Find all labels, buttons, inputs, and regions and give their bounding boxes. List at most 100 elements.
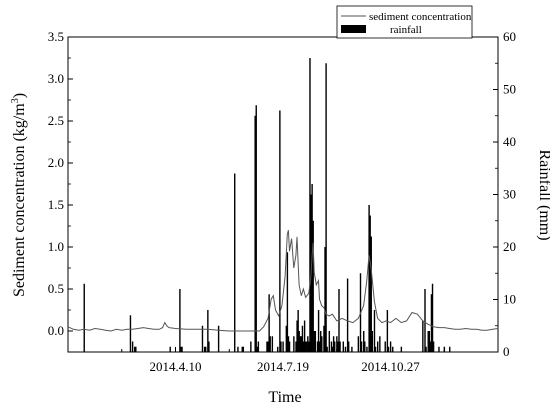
rainfall-bar (295, 341, 297, 352)
rainfall-bar (285, 325, 288, 352)
rainfall-bar (374, 346, 377, 352)
x-axis: 2014.4.10 2014.7.19 2014.10.27 (121, 347, 445, 374)
rainfall-bar (429, 341, 432, 352)
rainfall-bar (129, 315, 132, 352)
left-axis: 0.0 0.5 1.0 1.5 2.0 2.5 3.0 3.5 (48, 29, 73, 353)
right-tick-label: 40 (503, 134, 516, 149)
rainfall-bar (449, 346, 451, 352)
rainfall-bar (135, 346, 137, 352)
rainfall-bar (83, 283, 85, 352)
rainfall-bar (314, 331, 317, 352)
rainfall-bar (368, 205, 370, 352)
rainfall-bar (299, 336, 301, 352)
rainfall-bar (400, 346, 403, 352)
left-axis-title-end: ) (11, 93, 28, 98)
rainfall-bar (203, 346, 206, 352)
rainfall-bar (357, 336, 360, 352)
rainfall-bar (337, 341, 339, 352)
right-tick-label: 10 (503, 292, 516, 307)
rainfall-bar (241, 346, 243, 352)
rainfall-bar (208, 341, 210, 352)
rainfall-bar (339, 341, 341, 352)
rainfall-bar (250, 341, 252, 352)
x-tick-label: 2014.10.27 (361, 359, 420, 374)
rainfall-bar (301, 325, 304, 352)
rainfall-bar (424, 289, 426, 352)
rainfall-bar (267, 341, 269, 352)
rainfall-bar (280, 341, 282, 352)
left-tick-label: 1.0 (48, 239, 64, 254)
rainfall-bar (328, 331, 331, 352)
rainfall-bar (386, 310, 389, 352)
rainfall-bar (279, 110, 281, 352)
right-tick-label: 0 (503, 344, 510, 359)
right-tick-label: 30 (503, 187, 516, 202)
rainfall-bar (369, 215, 371, 352)
rainfall-bar (342, 341, 344, 352)
rainfall-bar (428, 331, 430, 352)
rainfall-bar (371, 331, 374, 352)
rainfall-bar (255, 105, 257, 352)
rainfall-bar (377, 341, 379, 352)
right-tick-label: 20 (503, 239, 516, 254)
rainfall-bar (293, 336, 295, 352)
rainfall-bar (205, 346, 207, 352)
rainfall-bar (207, 310, 209, 352)
rainfall-bar (351, 346, 353, 352)
rainfall-bar (332, 336, 335, 352)
rainfall-bar (271, 336, 274, 352)
x-axis-title: Time (268, 389, 301, 406)
legend-label-sediment: sediment concentration (369, 11, 472, 23)
rainfall-bar (286, 252, 289, 352)
rainfall-bar (432, 341, 435, 352)
rainfall-bar (298, 331, 300, 352)
rainfall-bar (431, 283, 434, 352)
left-axis-title-main: Sediment concentration (kg/m (11, 103, 28, 297)
plot-frame (67, 36, 499, 353)
right-tick-label: 60 (503, 29, 516, 44)
rainfall-bar (304, 341, 307, 352)
rainfall-bar (320, 331, 322, 352)
rainfall-bar (268, 294, 270, 352)
rainfall-bar (338, 289, 340, 352)
plot-area-border (67, 36, 499, 353)
left-tick-label: 3.5 (48, 29, 64, 44)
legend-bar-swatch (341, 25, 366, 33)
rainfall-bar (323, 325, 325, 352)
left-tick-label: 0.0 (48, 323, 64, 338)
rainfall-bar (384, 341, 386, 352)
rainfall-bar (311, 184, 313, 352)
rainfall-bar (360, 341, 363, 352)
rainfall-bar (430, 294, 433, 352)
rainfall-bar (422, 320, 424, 352)
rainfall-bar (326, 346, 328, 352)
rainfall-bar (336, 336, 338, 352)
rainfall-bar (257, 341, 260, 352)
rainfall-bar (179, 289, 181, 352)
rainfall-bar (307, 336, 309, 352)
rainfall-bar (169, 346, 171, 352)
left-tick-label: 2.0 (48, 155, 64, 170)
rainfall-bar (389, 341, 392, 352)
rainfall-bar (392, 346, 394, 352)
sediment-concentration-line (67, 230, 499, 332)
legend-label-rainfall: rainfall (390, 24, 422, 36)
rainfall-bar (269, 336, 271, 352)
rainfall-bar (370, 236, 372, 352)
rainfall-bar (438, 346, 440, 352)
rainfall-bar (131, 341, 134, 352)
rainfall-bar (277, 346, 279, 352)
sediment-line-group (67, 230, 499, 332)
left-tick-label: 3.0 (48, 71, 64, 86)
rainfall-bar (379, 336, 381, 352)
rainfall-bar (306, 341, 308, 352)
rainfall-bar (181, 346, 183, 352)
rainfall-bar (347, 341, 350, 352)
rainfall-bar (134, 346, 136, 352)
rainfall-bar (331, 346, 334, 352)
x-tick-label: 2014.4.10 (150, 359, 202, 374)
rainfall-bar (366, 346, 368, 352)
rainfall-bar (387, 346, 390, 352)
rainfall-bars (83, 58, 451, 352)
